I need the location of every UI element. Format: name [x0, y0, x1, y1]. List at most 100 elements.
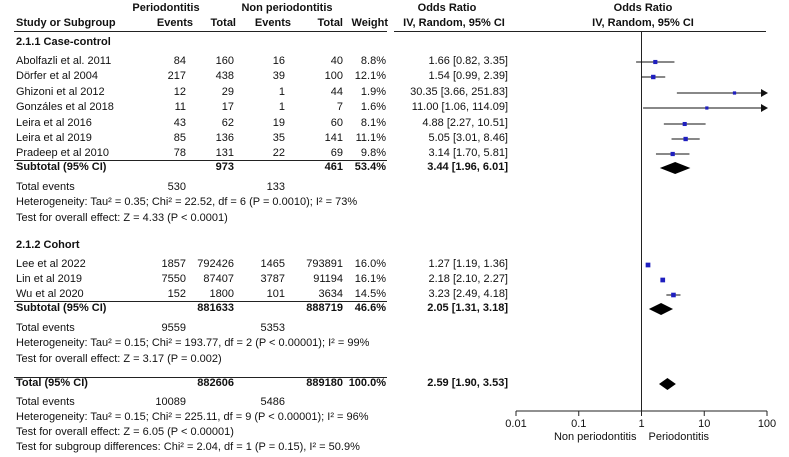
- grand-events2: 5486: [260, 396, 285, 408]
- x-tick-label: 10: [698, 418, 710, 430]
- total-events1: 9559: [161, 322, 186, 334]
- ci-overflow-arrow: [761, 104, 768, 112]
- weight-value: 9.8%: [360, 147, 386, 159]
- events1-value: 152: [167, 288, 186, 300]
- events1-value: 85: [173, 132, 186, 144]
- weight-value: 12.1%: [354, 70, 386, 82]
- total2-value: 793891: [306, 258, 343, 270]
- pooled-diamond: [658, 378, 676, 390]
- subtotal-label: Subtotal (95% CI): [16, 161, 107, 173]
- events1-value: 78: [173, 147, 186, 159]
- or-text-subtitle: IV, Random, 95% CI: [403, 17, 505, 29]
- events2-value: 3787: [260, 273, 285, 285]
- total2-value: 141: [324, 132, 343, 144]
- heterogeneity-text: Heterogeneity: Tau² = 0.35; Chi² = 22.52…: [16, 196, 358, 208]
- study-marker: [671, 292, 676, 298]
- weight-value: 1.6%: [360, 101, 386, 113]
- x-tick-label: 100: [758, 418, 776, 430]
- events1-value: 7550: [161, 273, 186, 285]
- grand-heterogeneity: Heterogeneity: Tau² = 0.15; Chi² = 225.1…: [16, 411, 369, 423]
- total2-value: 3634: [318, 288, 343, 300]
- total2-value: 69: [330, 147, 343, 159]
- x-tick-label: 0.1: [571, 418, 586, 430]
- grand-total1: 882606: [197, 377, 234, 389]
- grand-events-label: Total events: [16, 396, 75, 408]
- total1-value: 438: [215, 70, 234, 82]
- events1-value: 1857: [161, 258, 186, 270]
- total2-value: 60: [330, 117, 343, 129]
- ci-overflow-arrow: [761, 89, 768, 97]
- x-tick-label: 0.01: [505, 418, 526, 430]
- study-marker: [660, 277, 666, 283]
- events2-value: 1: [278, 101, 285, 113]
- study-name: Wu et al 2020: [16, 288, 84, 300]
- subtotal-weight: 53.4%: [354, 161, 386, 173]
- events1-value: 43: [173, 117, 186, 129]
- total1-value: 1800: [209, 288, 234, 300]
- grand-total2: 889180: [306, 377, 343, 389]
- study-name: Gonzáles et al 2018: [16, 101, 114, 113]
- or-ci-value: 1.27 [1.19, 1.36]: [428, 258, 508, 270]
- grand-events1: 10089: [155, 396, 186, 408]
- study-name: Dörfer et al 2004: [16, 70, 98, 82]
- weight-value: 8.8%: [360, 55, 386, 67]
- events2-value: 1465: [260, 258, 285, 270]
- group2-header: Non periodontitis: [241, 2, 333, 14]
- subtotal-divider: [14, 301, 387, 302]
- total2-value: 40: [330, 55, 343, 67]
- total-divider: [14, 377, 387, 378]
- total1-value: 62: [221, 117, 234, 129]
- weight-value: 14.5%: [354, 288, 386, 300]
- total1-value: 29: [221, 86, 234, 98]
- total1-value: 17: [221, 101, 234, 113]
- or-ci-value: 4.88 [2.27, 10.51]: [422, 117, 508, 129]
- x-tick-label: 1: [638, 418, 644, 430]
- subtotal-weight: 46.6%: [354, 302, 386, 314]
- study-marker: [683, 136, 688, 142]
- events2-header: Events: [254, 17, 291, 29]
- total2-value: 100: [324, 70, 343, 82]
- total-label: Total (95% CI): [16, 377, 88, 389]
- total1-value: 160: [215, 55, 234, 67]
- total1-value: 792426: [197, 258, 234, 270]
- events2-value: 35: [272, 132, 285, 144]
- study-marker: [705, 106, 709, 110]
- events1-value: 217: [167, 70, 186, 82]
- or-ci-value: 1.54 [0.99, 2.39]: [428, 70, 508, 82]
- grand-ci: 2.59 [1.90, 3.53]: [427, 377, 508, 389]
- or-ci-value: 11.00 [1.06, 114.09]: [411, 101, 508, 113]
- total2-value: 7: [336, 101, 343, 113]
- study-name: Leira et al 2016: [16, 117, 92, 129]
- or-text-title: Odds Ratio: [417, 2, 477, 14]
- study-column-header: Study or Subgroup: [16, 17, 116, 29]
- study-name: Lin et al 2019: [16, 273, 83, 285]
- pooled-diamond: [648, 303, 674, 315]
- total-events1: 530: [167, 181, 186, 193]
- total-events2: 133: [266, 181, 285, 193]
- study-name: Ghizoni et al 2012: [16, 86, 105, 98]
- heterogeneity-text: Heterogeneity: Tau² = 0.15; Chi² = 193.7…: [16, 337, 370, 349]
- total-events-label: Total events: [16, 322, 75, 334]
- total-events-label: Total events: [16, 181, 75, 193]
- total1-value: 87407: [203, 273, 234, 285]
- weight-header: Weight: [351, 17, 388, 29]
- subtotal-ci: 3.44 [1.96, 6.01]: [427, 161, 508, 173]
- pooled-diamond: [659, 162, 691, 174]
- study-marker: [682, 121, 687, 127]
- overall-effect-text: Test for overall effect: Z = 4.33 (P < 0…: [16, 212, 228, 224]
- subtotal-total1: 881633: [197, 302, 234, 314]
- events2-value: 1: [278, 86, 285, 98]
- events1-value: 11: [174, 101, 186, 113]
- group1-header: Periodontitis: [132, 2, 200, 14]
- overall-effect-text: Test for overall effect: Z = 3.17 (P = 0…: [16, 353, 222, 365]
- subtotal-label: Subtotal (95% CI): [16, 302, 107, 314]
- events2-value: 101: [266, 288, 285, 300]
- header-divider-left: [14, 31, 387, 32]
- study-marker: [645, 262, 651, 268]
- events1-header: Events: [156, 17, 193, 29]
- study-name: Lee et al 2022: [16, 258, 86, 270]
- total2-header: Total: [317, 17, 343, 29]
- or-ci-value: 30.35 [3.66, 251.83]: [410, 86, 508, 98]
- subgroup-differences: Test for subgroup differences: Chi² = 2.…: [16, 441, 360, 453]
